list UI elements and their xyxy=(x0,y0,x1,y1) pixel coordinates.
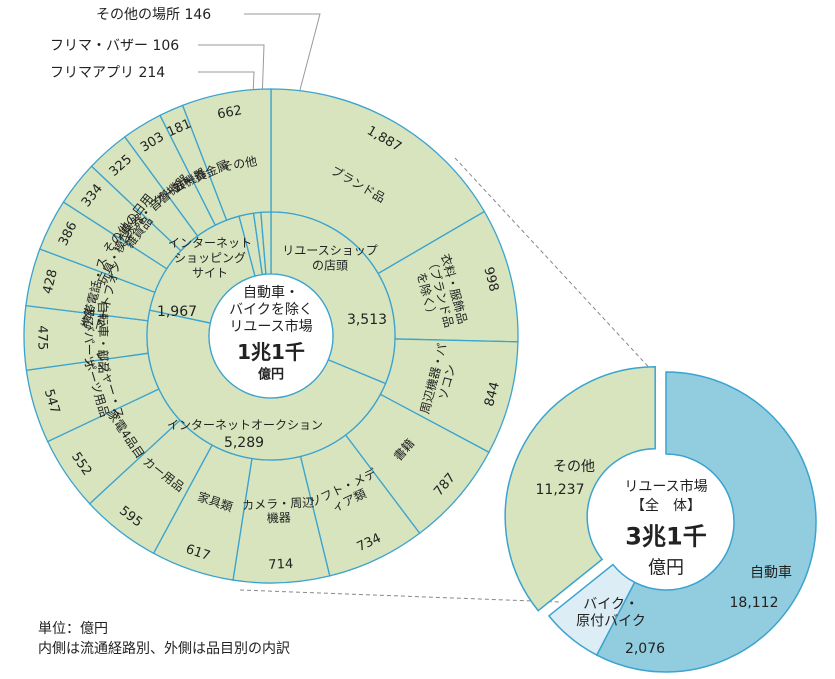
label-line: インターネットオークション xyxy=(167,418,323,432)
item-value: 617 xyxy=(184,542,212,564)
total-subtitle: 【全 体】 xyxy=(631,497,701,514)
sub-total-value: 1兆1千 xyxy=(237,340,305,364)
item-value: 662 xyxy=(216,103,243,122)
label-line: 1,967 xyxy=(157,304,197,320)
label-line: 714 xyxy=(268,557,293,573)
callout-label: フリマアプリ 214 xyxy=(50,65,165,81)
total-unit: 億円 xyxy=(648,557,684,578)
label-line: 428 xyxy=(40,268,61,296)
label-line: インターネット xyxy=(168,236,252,250)
label-line: 18,112 xyxy=(730,595,779,611)
breakdown-note: 内側は流通経路別、外側は品目別の内訳 xyxy=(38,641,290,657)
connector-line xyxy=(239,589,561,603)
center-hole xyxy=(208,273,334,399)
bike-label: バイク・原付バイク xyxy=(576,596,646,629)
channel-value: 1,967 xyxy=(157,304,197,320)
label-line: サイト xyxy=(192,266,228,280)
label-line: フリマ・バザー 106 xyxy=(50,38,179,54)
car-label: 自動車 xyxy=(750,564,792,581)
label-line: フリマアプリ 214 xyxy=(50,65,165,81)
item-label: カメラ・周辺機器 xyxy=(242,496,315,527)
channel-label: インターネットオークション xyxy=(167,418,323,432)
label-line: ショッピング xyxy=(174,251,246,265)
item-value: 475 xyxy=(34,325,49,350)
label-line: 1兆1千 xyxy=(237,340,305,364)
label-line: その他 xyxy=(220,154,258,174)
total-slice xyxy=(504,366,656,612)
label-line: 自転車・部品 xyxy=(96,301,112,373)
connector-line xyxy=(454,157,657,376)
item-value: 428 xyxy=(40,268,61,296)
label-line: 3,513 xyxy=(347,312,387,328)
other-label: その他 xyxy=(553,459,595,475)
item-value: 844 xyxy=(482,380,503,408)
label-line: 662 xyxy=(216,103,243,122)
total-slice xyxy=(595,371,817,673)
channel-label: インターネットショッピングサイト xyxy=(168,236,252,280)
sub-total-unit: 億円 xyxy=(258,367,284,383)
outer-ring-slices xyxy=(23,88,519,584)
car-value: 18,112 xyxy=(730,595,779,611)
item-value: 714 xyxy=(268,557,293,573)
sub-title-3: リユース市場 xyxy=(229,318,312,335)
label-line: 自動車 xyxy=(750,564,792,581)
label-line: 【全 体】 xyxy=(631,497,701,514)
channel-value: 3,513 xyxy=(347,312,387,328)
label-line: 475 xyxy=(34,325,49,350)
label-line: 547 xyxy=(41,388,62,416)
callout-label: その他の場所 146 xyxy=(96,7,211,23)
channel-value: 5,289 xyxy=(224,435,264,451)
label-line: バイク・ xyxy=(583,596,638,612)
label-line: カメラ・周辺 xyxy=(242,496,315,513)
item-value: 998 xyxy=(480,265,501,293)
label-line: 844 xyxy=(482,380,503,408)
item-label: その他 xyxy=(220,154,258,174)
label-line: 998 xyxy=(480,265,501,293)
label-line: リユース市場 xyxy=(624,478,707,495)
inner-ring-slices xyxy=(146,211,396,461)
label-line: バイクを除く xyxy=(229,302,313,318)
total-title: リユース市場 xyxy=(624,478,707,495)
label-line: リユース市場 xyxy=(229,318,312,335)
label-line: 及びパーツ xyxy=(82,307,96,367)
total-value: 3兆1千 xyxy=(625,522,706,550)
label-line: 自動車・ xyxy=(243,284,299,301)
label-line: 617 xyxy=(184,542,212,564)
label-line: 億円 xyxy=(648,557,684,578)
label-line: リユースショップ xyxy=(282,244,377,258)
other-value: 11,237 xyxy=(536,482,585,498)
label-line: その他 xyxy=(553,459,595,475)
unit-note: 単位：億円 xyxy=(38,621,108,637)
label-line: 3兆1千 xyxy=(625,522,706,550)
label-line: その他の場所 146 xyxy=(96,7,211,23)
label-line: 億円 xyxy=(258,367,284,383)
total-market-slices xyxy=(504,366,817,673)
callout-label: フリマ・バザー 106 xyxy=(50,38,179,54)
label-line: 機器 xyxy=(266,510,291,526)
sub-title-1: 自動車・ xyxy=(243,284,299,301)
label-line: の店頭 xyxy=(312,259,348,273)
item-value: 547 xyxy=(41,388,62,416)
label-line: 5,289 xyxy=(224,435,264,451)
bike-value: 2,076 xyxy=(625,641,665,657)
label-line: 原付バイク xyxy=(576,613,646,629)
label-line: 2,076 xyxy=(625,641,665,657)
item-label: 自転車・部品及びパーツ xyxy=(82,301,112,373)
total-slice xyxy=(547,563,636,657)
label-line: 11,237 xyxy=(536,482,585,498)
channel-label: リユースショップの店頭 xyxy=(282,244,377,273)
sub-title-2: バイクを除く xyxy=(229,302,313,318)
